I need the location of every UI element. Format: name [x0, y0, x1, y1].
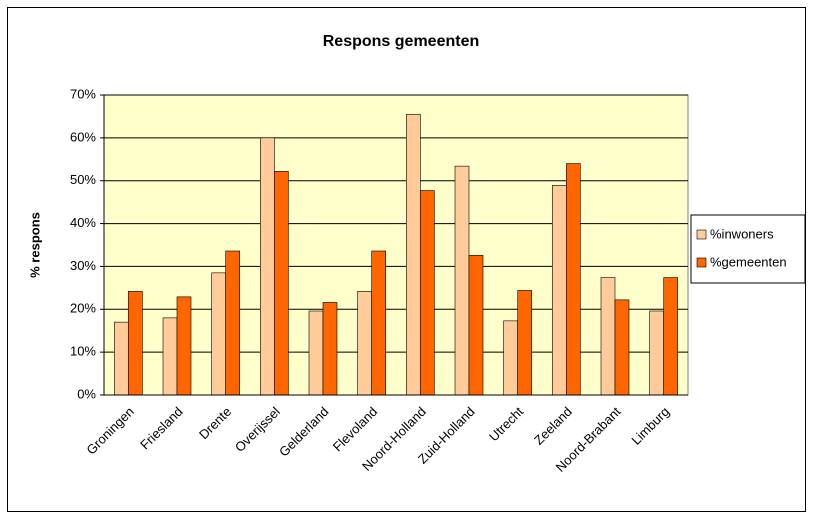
y-tick-label: 70% — [70, 86, 96, 101]
bar — [114, 321, 129, 396]
bar — [552, 185, 567, 396]
bar — [128, 290, 143, 396]
bar — [600, 277, 616, 396]
bar — [176, 296, 192, 396]
bar — [274, 170, 289, 396]
y-tick-label: 0% — [77, 386, 96, 401]
bar — [566, 163, 581, 396]
bar — [663, 277, 678, 396]
bar — [614, 299, 630, 396]
bar — [649, 310, 664, 396]
legend-label: %gemeenten — [710, 254, 787, 269]
y-axis-label: % respons — [27, 212, 42, 278]
bar — [357, 290, 372, 396]
legend-label: %inwoners — [710, 226, 774, 241]
bar — [454, 165, 470, 396]
bar — [225, 250, 240, 396]
chart-title: Respons gemeenten — [323, 33, 479, 50]
y-tick-label: 20% — [70, 301, 96, 316]
bar — [260, 137, 275, 396]
bar — [420, 190, 435, 396]
plot-area — [103, 94, 689, 396]
y-tick-label: 40% — [70, 215, 96, 230]
bar — [211, 272, 226, 396]
legend-swatch — [696, 229, 707, 240]
bar — [468, 254, 484, 396]
bar — [517, 290, 532, 396]
legend-box — [690, 214, 806, 284]
bar — [308, 310, 324, 396]
bar — [503, 320, 518, 396]
y-tick-label: 10% — [70, 344, 96, 359]
legend-swatch — [696, 257, 707, 268]
y-tick-label: 60% — [70, 129, 96, 144]
y-tick-label: 30% — [70, 258, 96, 273]
bar — [322, 302, 338, 396]
bar — [162, 317, 178, 396]
y-tick-label: 50% — [70, 172, 96, 187]
bar — [406, 113, 421, 396]
bar — [371, 250, 386, 396]
